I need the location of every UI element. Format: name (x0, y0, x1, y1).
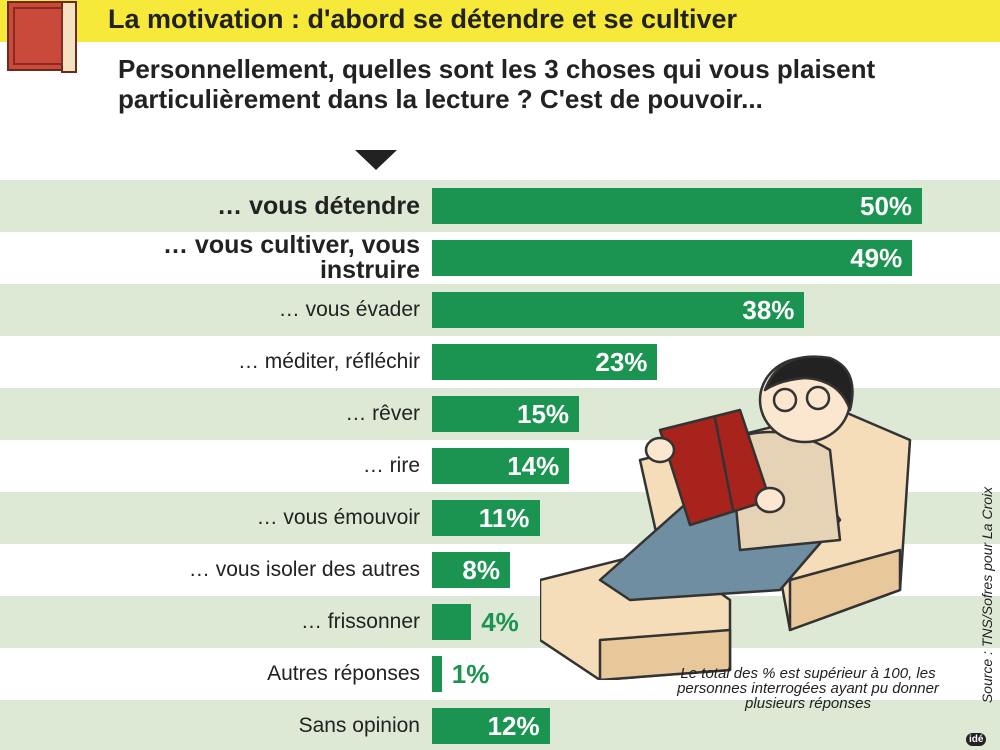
book-icon (7, 1, 77, 73)
category-label: Sans opinion (298, 714, 420, 737)
category-label: … méditer, réfléchir (237, 350, 420, 373)
bar (432, 656, 442, 692)
question: Personnellement, quelles sont les 3 chos… (118, 54, 876, 114)
bar (432, 500, 540, 536)
value-label: 50% (860, 190, 913, 221)
bar (432, 604, 472, 640)
bar (432, 240, 913, 276)
source: Source : TNS/Sofres pour La Croix (979, 486, 995, 704)
category-label: … rire (362, 454, 420, 477)
bar (432, 188, 922, 224)
category-label: … frissonner (300, 610, 420, 633)
bar (432, 708, 550, 744)
value-label: 8% (462, 554, 500, 585)
value-label: 4% (481, 606, 519, 637)
footnote: Le total des % est supérieur à 100, les … (677, 665, 939, 712)
category-label: … vous émouvoir (256, 506, 420, 529)
value-label: 14% (507, 450, 560, 481)
category-label: … vous isoler des autres (188, 558, 420, 581)
bar (432, 448, 570, 484)
value-label: 38% (742, 294, 795, 325)
value-label: 15% (517, 398, 570, 429)
value-label: 12% (487, 710, 540, 741)
bar (432, 396, 579, 432)
publisher-logo: idé (966, 733, 987, 746)
category-label: … vous cultiver, vous instruire (162, 231, 420, 284)
value-label: 49% (850, 242, 903, 273)
chart-title: La motivation : d'abord se détendre et s… (108, 4, 738, 34)
bar (432, 344, 658, 380)
pointer-arrow (355, 150, 397, 170)
value-label: 1% (451, 658, 490, 689)
value-label: 11% (478, 502, 530, 533)
reader-illustration (540, 355, 912, 680)
category-label: … rêver (345, 402, 420, 425)
value-label: 23% (595, 346, 648, 377)
bar (432, 292, 805, 328)
bar (432, 552, 511, 588)
category-label: … vous évader (278, 298, 420, 321)
category-label: Autres réponses (267, 662, 420, 685)
header-band (0, 0, 1000, 42)
category-label: … vous détendre (217, 191, 420, 220)
